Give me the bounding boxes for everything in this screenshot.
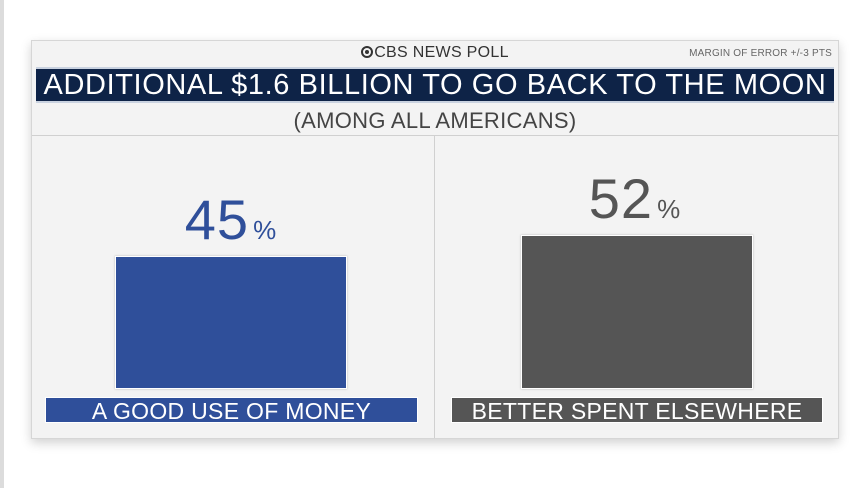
bar-1: [115, 255, 347, 389]
category-label-1: A GOOD USE OF MONEY: [45, 397, 418, 424]
chart-title: ADDITIONAL $1.6 BILLION TO GO BACK TO TH…: [36, 67, 834, 103]
brand-header: CBS NEWS POLL: [32, 44, 838, 62]
panel-divider: [434, 136, 435, 438]
poll-card: CBS NEWS POLL MARGIN OF ERROR +/-3 PTS A…: [31, 40, 839, 439]
value-number: 52: [588, 167, 654, 231]
page-edge: [0, 0, 4, 488]
percent-sign: %: [253, 214, 278, 245]
chart-subtitle: (AMONG ALL AMERICANS): [293, 108, 577, 133]
category-label-2: BETTER SPENT ELSEWHERE: [451, 397, 823, 424]
value-label-2: 52%: [535, 171, 735, 237]
margin-of-error: MARGIN OF ERROR +/-3 PTS: [689, 48, 832, 59]
value-label-1: 45%: [131, 191, 331, 258]
brand-text: CBS NEWS POLL: [374, 44, 509, 61]
cbs-eye-logo-icon: [361, 46, 374, 58]
bar-2: [521, 235, 753, 389]
value-number: 45: [184, 187, 250, 251]
percent-sign: %: [657, 194, 682, 225]
header-divider: [32, 135, 838, 136]
